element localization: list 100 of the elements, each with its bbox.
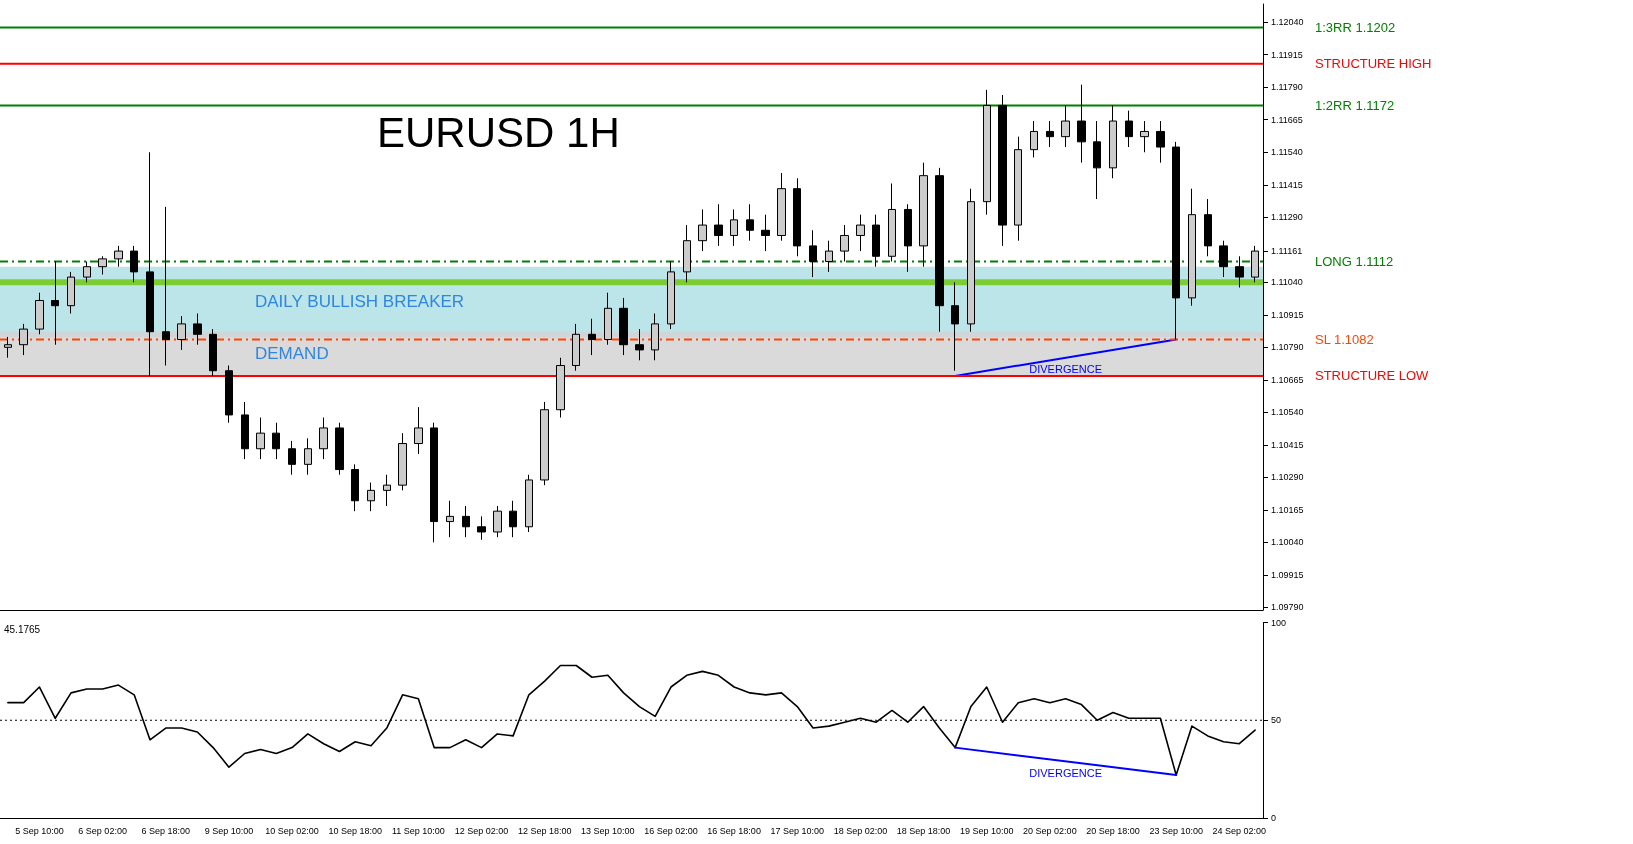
y-tick-label: 1.11161 xyxy=(1271,245,1303,256)
x-tick-label: 23 Sep 10:00 xyxy=(1149,825,1203,836)
y-tick-label: 1.10540 xyxy=(1271,407,1304,418)
y-tick-label: 1.10415 xyxy=(1271,439,1304,450)
x-tick-label: 11 Sep 10:00 xyxy=(391,825,445,836)
candlestick xyxy=(446,500,454,538)
candlestick xyxy=(809,229,817,278)
candlestick xyxy=(619,297,628,356)
candlestick xyxy=(1235,255,1244,288)
candlestick xyxy=(714,203,723,247)
candlestick xyxy=(951,281,959,372)
candlestick xyxy=(1251,245,1259,283)
candlestick xyxy=(383,474,391,507)
x-tick-label: 10 Sep 18:00 xyxy=(328,825,382,836)
y-tick-label: 1.11415 xyxy=(1271,179,1303,190)
candlestick xyxy=(588,318,596,356)
candlestick xyxy=(1156,120,1165,164)
y-tick-label: 1.11665 xyxy=(1271,114,1303,125)
candlestick xyxy=(162,206,170,367)
candlestick xyxy=(793,177,801,257)
candlestick xyxy=(4,336,12,359)
candlestick xyxy=(1061,104,1070,148)
y-tick-label: 100 xyxy=(1271,617,1287,628)
y-tick-label: 1.10665 xyxy=(1271,374,1304,385)
x-tick-label: 12 Sep 18:00 xyxy=(517,825,572,836)
candlestick xyxy=(509,500,517,538)
candlestick xyxy=(998,94,1007,247)
candlestick xyxy=(825,240,833,273)
series-label: DIVERGENCE xyxy=(1029,766,1103,779)
candlestick xyxy=(888,182,896,262)
x-tick-label: 17 Sep 10:00 xyxy=(770,825,825,836)
candlestick xyxy=(935,167,944,333)
candlestick xyxy=(1046,120,1054,148)
ref-line-label: 1:2RR 1.1172 xyxy=(1315,97,1395,113)
candlestick xyxy=(1204,198,1212,257)
y-tick-label: 1.09915 xyxy=(1271,569,1304,580)
x-tick-label: 13 Sep 10:00 xyxy=(581,825,635,836)
band-label: DAILY BULLISH BREAKER xyxy=(255,292,465,312)
y-tick-label: 0 xyxy=(1271,813,1277,823)
candlestick xyxy=(698,208,707,252)
candlestick xyxy=(746,203,754,242)
candlestick xyxy=(1125,110,1133,148)
text: EURUSD 1H xyxy=(377,108,620,156)
x-tick-label: 19 Sep 10:00 xyxy=(959,825,1014,836)
candlestick xyxy=(667,260,675,330)
y-tick-label: 1.09790 xyxy=(1271,602,1304,613)
x-tick-label: 16 Sep 18:00 xyxy=(707,825,761,836)
candlestick xyxy=(98,255,107,275)
candlestick xyxy=(209,328,217,377)
series-label: DIVERGENCE xyxy=(1029,363,1103,376)
candlestick xyxy=(525,474,533,533)
x-tick-label: 20 Sep 02:00 xyxy=(1023,825,1077,836)
candlestick xyxy=(1172,141,1180,341)
candlestick xyxy=(225,365,233,424)
y-tick-label: 1.11040 xyxy=(1271,277,1303,288)
ref-line-label: STRUCTURE LOW xyxy=(1315,368,1430,384)
candlestick xyxy=(635,328,644,361)
x-tick-label: 18 Sep 18:00 xyxy=(896,825,951,836)
candlestick xyxy=(51,260,59,346)
candlestick xyxy=(256,417,265,460)
candlestick xyxy=(130,245,138,283)
candlestick xyxy=(904,203,912,273)
x-tick-label: 6 Sep 02:00 xyxy=(78,825,127,836)
candlestick xyxy=(1030,120,1038,158)
candlestick xyxy=(1219,240,1228,278)
y-tick-label: 50 xyxy=(1271,715,1282,726)
x-tick-label: 18 Sep 02:00 xyxy=(833,825,888,836)
candlestick xyxy=(1188,188,1196,307)
candlestick xyxy=(304,437,312,476)
candlestick xyxy=(919,162,928,268)
candlestick xyxy=(462,505,470,538)
y-tick-label: 1.10790 xyxy=(1271,342,1304,353)
x-tick-label: 12 Sep 02:00 xyxy=(454,825,509,836)
x-tick-label: 16 Sep 02:00 xyxy=(644,825,698,836)
candlestick xyxy=(1077,84,1086,164)
candlestick xyxy=(1014,136,1022,242)
ref-line-label: SL 1.1082 xyxy=(1315,332,1374,348)
x-tick-label: 6 Sep 18:00 xyxy=(141,825,191,836)
candlestick xyxy=(351,463,359,512)
candlestick xyxy=(477,515,486,541)
ref-line-label: STRUCTURE HIGH xyxy=(1315,56,1432,72)
ref-line-label: LONG 1.1112 xyxy=(1315,253,1394,269)
candlestick xyxy=(83,260,91,283)
candlestick xyxy=(146,151,154,377)
y-tick-label: 1.12040 xyxy=(1271,17,1304,28)
x-tick-label: 10 Sep 02:00 xyxy=(265,825,319,836)
candlestick xyxy=(414,406,423,455)
x-tick-label: 5 Sep 10:00 xyxy=(15,825,64,836)
candlestick xyxy=(730,208,738,247)
candlestick xyxy=(983,89,991,216)
candlestick xyxy=(319,417,328,460)
candlestick xyxy=(241,401,249,460)
candlestick xyxy=(335,422,344,476)
candlestick xyxy=(872,214,880,268)
candlestick xyxy=(398,432,407,491)
candlestick xyxy=(540,401,549,486)
candlestick xyxy=(430,422,438,543)
candlestick xyxy=(114,245,123,268)
candlestick xyxy=(367,482,375,512)
candlestick xyxy=(193,313,202,346)
